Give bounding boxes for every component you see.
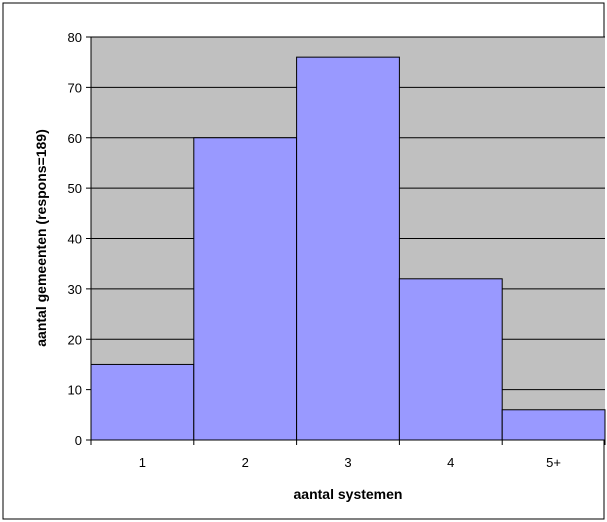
- y-tick-label: 50: [68, 181, 82, 196]
- x-tick-label: 1: [139, 455, 146, 470]
- y-tick-label: 0: [75, 433, 82, 448]
- plot-area: 0 10 20 30 40 50 60 70 80 1 2 3 4 5+: [68, 30, 606, 470]
- bar-1: [90, 363, 195, 441]
- y-tick-label: 40: [68, 232, 82, 247]
- y-tick-label: 80: [68, 30, 82, 45]
- y-tick-label: 10: [68, 383, 82, 398]
- y-tick-label: 30: [68, 282, 82, 297]
- bar-4: [398, 278, 503, 441]
- x-axis-title: aantal systemen: [294, 486, 403, 502]
- x-tick-label: 3: [344, 455, 351, 470]
- x-tick-label: 4: [447, 455, 454, 470]
- bar-3: [296, 56, 400, 441]
- bar-2: [193, 137, 298, 441]
- x-tick-label: 2: [242, 455, 249, 470]
- x-tick-label: 5+: [546, 455, 561, 470]
- y-tick-label: 60: [68, 131, 82, 146]
- y-tick-label: 70: [68, 80, 82, 95]
- y-tick-label: 20: [68, 332, 82, 347]
- y-axis-title: aantal gemeenten (respons=189): [33, 129, 49, 346]
- bar-5+: [501, 409, 606, 441]
